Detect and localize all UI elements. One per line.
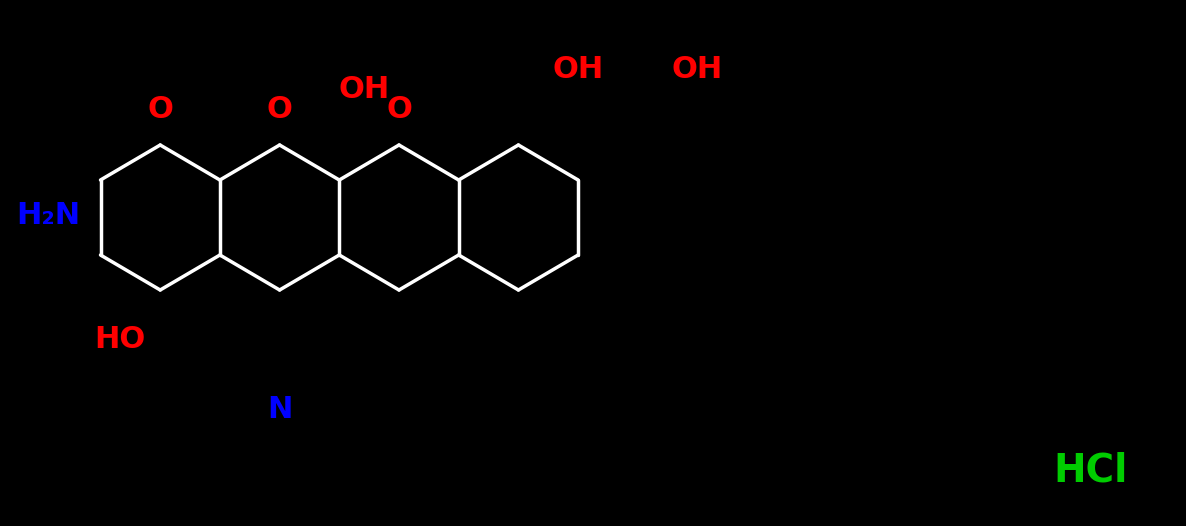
Text: H₂N: H₂N <box>17 200 81 229</box>
Text: N: N <box>267 396 292 424</box>
Text: OH: OH <box>338 76 390 105</box>
Text: OH: OH <box>671 56 723 85</box>
Text: HO: HO <box>94 326 146 355</box>
Text: O: O <box>387 96 412 125</box>
Text: OH: OH <box>553 56 604 85</box>
Text: O: O <box>267 96 293 125</box>
Text: O: O <box>147 96 173 125</box>
Text: HCl: HCl <box>1053 451 1128 489</box>
